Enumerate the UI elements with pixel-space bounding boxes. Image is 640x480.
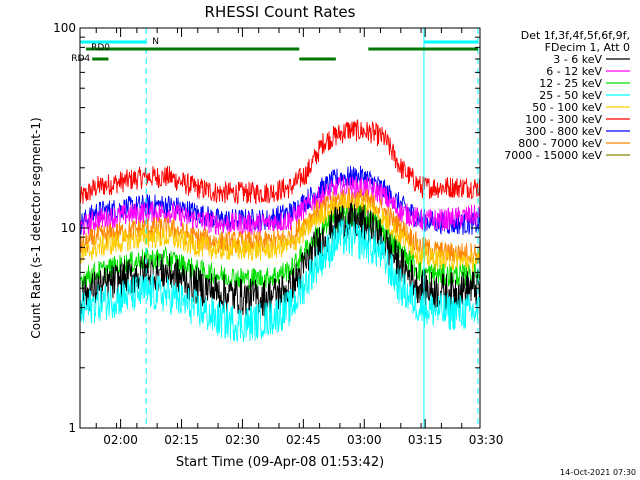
- generation-timestamp: 14-Oct-2021 07:30: [560, 468, 636, 477]
- legend-label: 7000 - 15000 keV: [504, 149, 602, 162]
- x-tick-label: 02:30: [225, 433, 260, 447]
- x-tick-label: 03:00: [347, 433, 382, 447]
- y-tick-label: 1: [68, 421, 76, 435]
- chart-title: RHESSI Count Rates: [205, 3, 356, 21]
- legend-header-line: Det 1f,3f,4f,5f,6f,9f,: [521, 29, 630, 42]
- x-axis-label: Start Time (09-Apr-08 01:53:42): [176, 455, 384, 470]
- x-tick-label: 03:30: [469, 433, 504, 447]
- legend-label: 50 - 100 keV: [532, 101, 602, 114]
- x-tick-label: 02:15: [164, 433, 199, 447]
- legend: Det 1f,3f,4f,5f,6f,9f,FDecim 1, Att 03 -…: [504, 29, 630, 162]
- legend-header-line: FDecim 1, Att 0: [545, 41, 630, 54]
- legend-label: 3 - 6 keV: [553, 53, 602, 66]
- legend-label: 800 - 7000 keV: [518, 137, 602, 150]
- legend-label: 12 - 25 keV: [539, 77, 602, 90]
- x-tick-label: 03:15: [408, 433, 443, 447]
- axes: 1 10 100 02:00 02:15 02:30 02:45 03:00 03:15 03:3…: [53, 21, 503, 447]
- series-25-50-kev: [79, 218, 481, 343]
- series-100-300-kev: [79, 119, 481, 205]
- x-tick-label: 02:45: [286, 433, 321, 447]
- legend-label: 100 - 300 keV: [525, 113, 602, 126]
- series-6-12-kev: [79, 176, 481, 236]
- legend-label: 6 - 12 keV: [546, 65, 602, 78]
- band-label-rd0: RD0: [91, 43, 110, 53]
- legend-label: 300 - 800 keV: [525, 125, 602, 138]
- y-axis-label: Count Rate (s-1 detector segment-1): [29, 117, 43, 338]
- x-tick-label: 02:00: [103, 433, 138, 447]
- y-tick-label: 100: [53, 21, 76, 35]
- band-label-n: N: [152, 37, 159, 47]
- y-tick-label: 10: [61, 221, 76, 235]
- plot-area: [79, 119, 481, 343]
- series-12-25-kev: [79, 204, 481, 291]
- legend-label: 25 - 50 keV: [539, 89, 602, 102]
